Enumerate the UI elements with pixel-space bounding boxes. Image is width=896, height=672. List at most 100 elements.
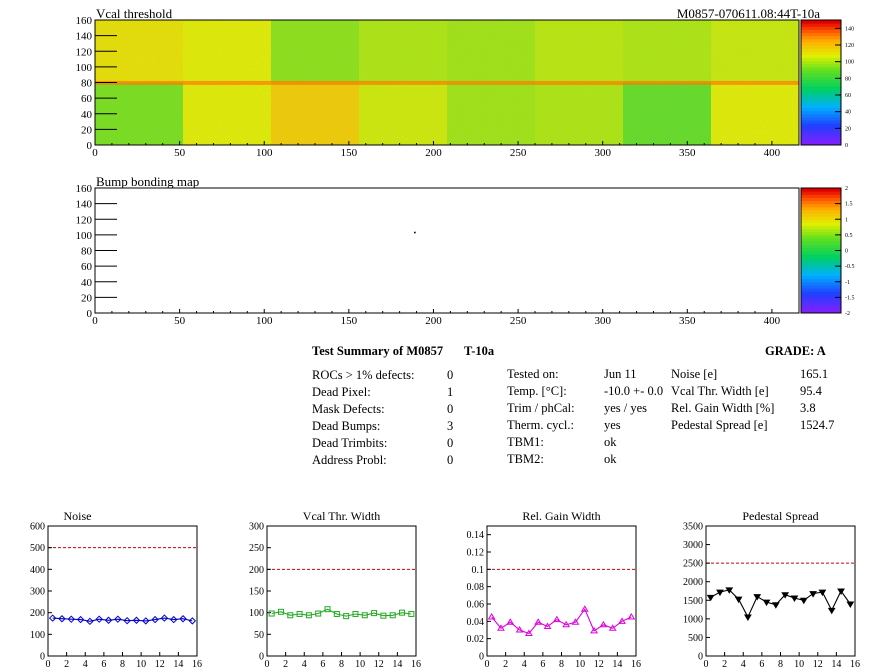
data-point: [333, 610, 340, 617]
colorbar-band: [801, 126, 841, 130]
colorbar-band: [801, 104, 841, 108]
defect-label: Dead Trimbits:: [312, 436, 388, 450]
plot-frame: [47, 525, 198, 657]
x-tick-label: 16: [631, 659, 641, 670]
y-tick-label: 0: [698, 652, 703, 663]
data-point: [324, 606, 331, 613]
pedestal-spread-plot: Pedestal Spread 0 2 4 6 8 10 12 14 16 0 500 1000 1500…: [683, 509, 860, 670]
defects-column: ROCs > 1% defects: 0 Dead Pixel: 1 Mask De…: [312, 367, 453, 469]
x-tick-label: 8: [120, 659, 125, 670]
y-tick-label: 300: [30, 587, 45, 598]
data-point: [837, 588, 845, 595]
colorbar-band: [801, 138, 841, 143]
colorbar-band: [801, 272, 841, 276]
x-tick-label: 14: [831, 659, 841, 670]
map-frame: [94, 187, 800, 314]
bump-bonding-map: 0 50 100 150 200 250 300 350 400 0 20 40 60 80 100 120 1…: [76, 183, 800, 327]
condition-value: ok: [604, 435, 617, 449]
colorbar-band: [801, 228, 841, 233]
colorbar-band: [801, 247, 841, 251]
series-line: [52, 617, 193, 622]
y-tick-label: 50: [254, 630, 264, 641]
y-tick-label: 20: [81, 292, 93, 304]
x-tick-label: 0: [485, 659, 490, 670]
data-point: [706, 594, 715, 602]
colorbar-band: [801, 20, 841, 24]
colorbar-band: [801, 95, 841, 99]
defect-value: 3: [447, 419, 454, 433]
colorbar-band: [801, 281, 841, 286]
colorbar-band: [801, 275, 841, 280]
colorbar-band: [801, 116, 841, 121]
defect-value: 0: [447, 368, 454, 382]
y-tick-label: 0.12: [467, 548, 485, 559]
colorbar-band: [801, 269, 841, 273]
y-tick-label: 0.14: [467, 530, 485, 541]
y-tick-label: 100: [249, 608, 264, 619]
y-tick-label: 500: [688, 633, 703, 644]
performance-label: Noise [e]: [671, 367, 718, 381]
y-tick-label: 1500: [683, 596, 703, 607]
data-point: [188, 617, 197, 625]
x-tick-label: 8: [778, 659, 783, 670]
dead-bump-point: [414, 231, 416, 234]
colorbar-band: [801, 238, 841, 242]
y-tick-label: 600: [30, 522, 45, 533]
data-point: [277, 608, 284, 615]
data-point: [762, 599, 771, 607]
y-tick-label: 3500: [683, 522, 703, 533]
condition-value: ok: [604, 452, 617, 466]
y-tick-label: 500: [30, 543, 45, 554]
y-tick-label: 100: [76, 230, 93, 242]
condition-label: Tested on:: [507, 367, 559, 381]
y-tick-label: 0: [87, 140, 93, 152]
colorbar-tick-label: 40: [845, 110, 851, 116]
performance-column: Noise [e] 165.1 Vcal Thr. Width [e] 95.4 R…: [671, 366, 834, 434]
condition-row: Tested on: Jun 11: [507, 366, 637, 383]
x-tick-label: 16: [192, 659, 202, 670]
x-tick-label: 200: [425, 147, 442, 159]
x-tick-label: 0: [265, 659, 270, 670]
x-tick-label: 12: [813, 659, 823, 670]
data-point: [781, 592, 790, 599]
colorbar-band: [801, 263, 841, 267]
data-point: [799, 597, 808, 605]
y-tick-label: 250: [249, 543, 264, 554]
performance-row: Rel. Gain Width [%] 3.8: [671, 400, 816, 417]
colorbar-band: [801, 253, 841, 258]
x-tick-label: 50: [174, 315, 186, 327]
x-tick-label: 12: [155, 659, 165, 670]
colorbar-frame: [800, 19, 842, 146]
colorbar-band: [801, 120, 841, 124]
x-tick-label: 2: [722, 659, 727, 670]
series-line: [710, 589, 851, 619]
y-tick-label: 160: [76, 15, 93, 27]
colorbar-tick-label: 0: [845, 249, 848, 255]
data-point: [753, 594, 762, 601]
plot-frame: [266, 525, 417, 657]
data-point: [58, 615, 66, 623]
x-tick-label: 6: [320, 659, 325, 670]
data-point: [506, 618, 515, 625]
performance-value: 1524.7: [800, 418, 835, 432]
data-point: [408, 610, 415, 617]
x-tick-label: 10: [575, 659, 585, 670]
data-point: [268, 610, 275, 617]
defect-row: Dead Pixel: 1: [312, 384, 453, 401]
x-tick-label: 300: [594, 147, 611, 159]
y-tick-label: 1000: [683, 614, 703, 625]
x-tick-label: 6: [540, 659, 545, 670]
plot-frame: [486, 525, 637, 657]
condition-label: Trim / phCal:: [507, 401, 575, 415]
y-tick-label: 160: [76, 183, 93, 195]
data-point: [170, 615, 178, 624]
colorbar-band: [801, 113, 841, 118]
data-point: [744, 614, 752, 621]
condition-row: TBM1: ok: [507, 434, 617, 451]
colorbar-band: [801, 123, 841, 127]
data-point: [287, 612, 294, 619]
x-tick-label: 16: [850, 659, 860, 670]
x-tick-label: 4: [522, 659, 527, 670]
data-point: [76, 615, 85, 624]
data-point: [590, 626, 598, 634]
